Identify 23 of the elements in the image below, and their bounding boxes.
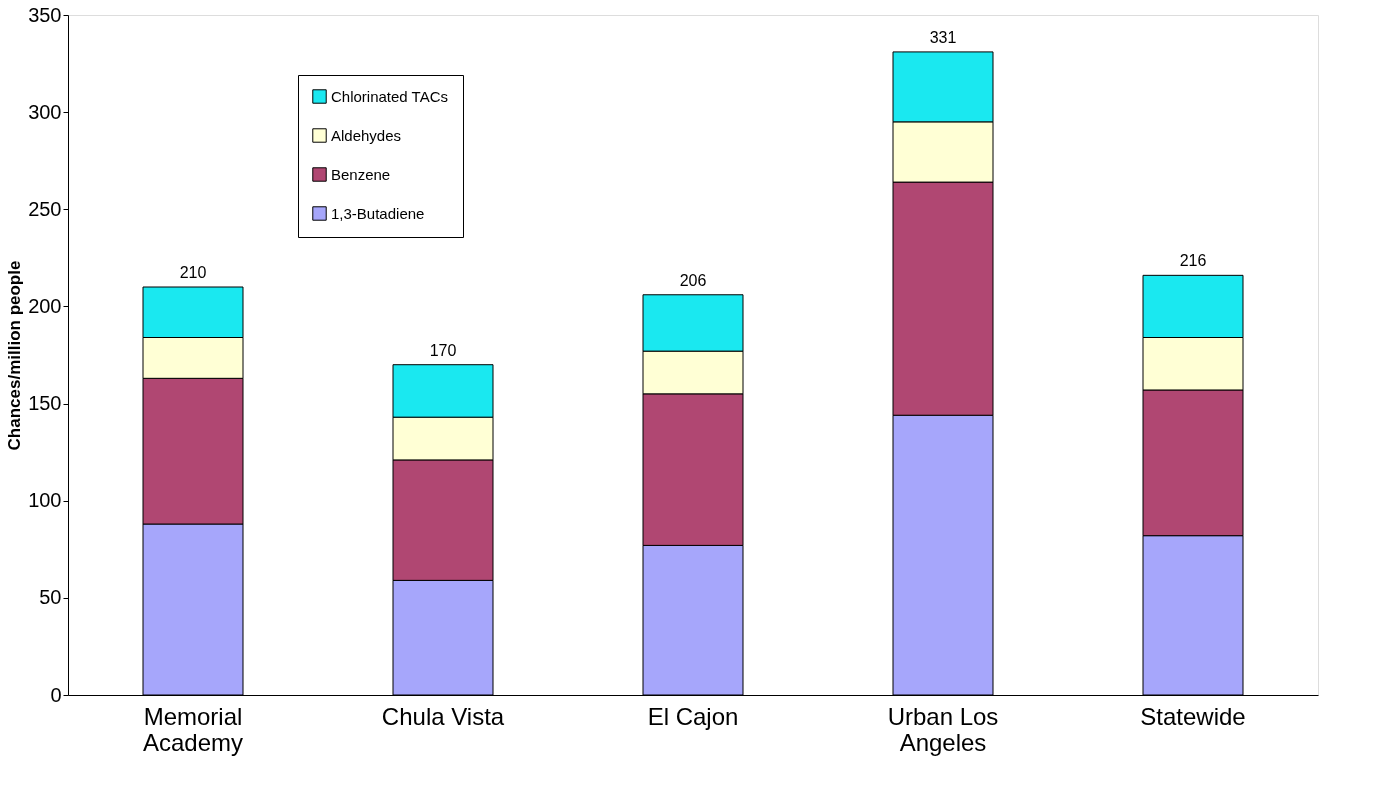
x-tick-label: El Cajon bbox=[647, 702, 739, 730]
legend-label: Aldehydes bbox=[331, 126, 402, 144]
legend-label: Benzene bbox=[331, 165, 391, 183]
y-tick-label: 150 bbox=[28, 392, 62, 415]
y-axis-title: Chances/million people bbox=[5, 260, 25, 451]
x-tick-label: Statewide bbox=[1140, 702, 1246, 730]
legend-label: Chlorinated TACs bbox=[331, 87, 448, 105]
y-tick-label: 350 bbox=[28, 3, 62, 26]
y-tick-label: 0 bbox=[50, 683, 62, 706]
y-tick-label: 250 bbox=[28, 197, 62, 220]
y-tick-label: 300 bbox=[28, 100, 62, 123]
x-tick-label: Memorial Academy bbox=[142, 702, 244, 756]
total-label: 170 bbox=[429, 341, 457, 359]
total-label: 206 bbox=[679, 271, 707, 289]
total-label: 210 bbox=[179, 264, 207, 281]
total-label: 216 bbox=[1179, 252, 1207, 270]
y-tick-label: 200 bbox=[28, 294, 62, 317]
x-tick-label: Chula Vista bbox=[381, 702, 505, 730]
y-tick-label: 100 bbox=[28, 489, 62, 512]
x-tick-label: Urban Los Angeles bbox=[887, 702, 999, 756]
legend-label: 1,3-Butadiene bbox=[331, 204, 425, 222]
y-tick-label: 50 bbox=[39, 586, 62, 609]
total-label: 331 bbox=[929, 28, 957, 46]
